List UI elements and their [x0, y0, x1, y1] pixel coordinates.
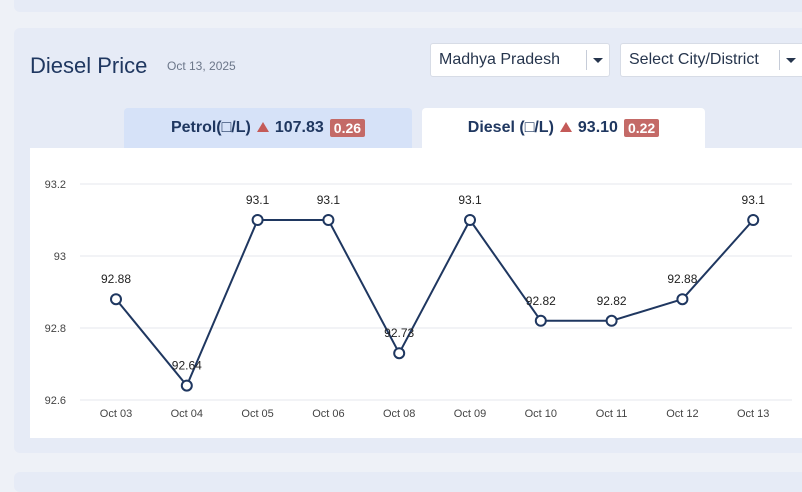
city-select-value: Select City/District — [629, 51, 759, 68]
diesel-price-line-chart: 92.6 92.8 93 93.2 Oct 03 Oct 04 Oct 05 Oct 06 Oc… — [45, 179, 792, 420]
data-label: 93.1 — [317, 193, 341, 207]
price-date: Oct 13, 2025 — [167, 59, 236, 73]
y-tick-label: 93 — [54, 251, 66, 263]
data-label: 92.82 — [526, 294, 556, 308]
x-tick-label: Oct 10 — [525, 408, 557, 420]
chevron-down-icon[interactable] — [587, 57, 609, 63]
data-point — [747, 214, 760, 226]
data-label: 92.64 — [172, 359, 202, 373]
tab-petrol[interactable]: Petrol(□/L) 107.83 0.26 — [124, 108, 412, 148]
x-tick-label: Oct 09 — [454, 408, 486, 420]
state-select-value: Madhya Pradesh — [439, 51, 560, 68]
tab-petrol-label: Petrol(□/L) — [170, 119, 251, 136]
tab-petrol-price: 107.83 — [274, 119, 324, 136]
x-tick-label: Oct 04 — [171, 408, 203, 420]
x-tick-label: Oct 06 — [312, 408, 344, 420]
x-tick-label: Oct 11 — [596, 408, 628, 420]
data-point — [534, 314, 547, 327]
data-label: 93.1 — [742, 193, 766, 207]
page-title: Diesel Price — [30, 53, 148, 78]
x-tick-label: Oct 03 — [100, 408, 132, 420]
data-point — [251, 214, 264, 226]
x-tick-label: Oct 05 — [241, 408, 273, 420]
series-line — [115, 219, 754, 387]
select-divider — [586, 50, 587, 70]
next-card — [14, 472, 802, 492]
data-label: 92.73 — [384, 326, 414, 340]
city-select[interactable]: Select City/District — [620, 43, 802, 77]
data-point — [605, 314, 618, 327]
state-select[interactable]: Madhya Pradesh — [430, 43, 610, 77]
data-point — [180, 379, 193, 392]
data-label: 92.88 — [667, 272, 697, 286]
select-divider — [779, 50, 780, 70]
data-label: 93.1 — [246, 193, 270, 207]
up-arrow-icon — [256, 122, 269, 132]
data-point — [464, 214, 476, 226]
tab-diesel-change-badge: 0.22 — [623, 119, 660, 137]
data-point — [393, 347, 406, 360]
data-label: 92.88 — [101, 272, 131, 286]
data-point — [322, 214, 335, 226]
tab-diesel[interactable]: Diesel (□/L) 93.10 0.22 — [422, 108, 705, 148]
x-tick-label: Oct 12 — [666, 408, 698, 420]
data-label: 92.82 — [597, 294, 627, 308]
previous-card — [14, 0, 802, 12]
tab-diesel-label: Diesel (□/L) — [467, 119, 554, 136]
y-tick-label: 92.8 — [45, 323, 66, 335]
chart-container: 92.6 92.8 93 93.2 Oct 03 Oct 04 Oct 05 Oct 06 Oc… — [30, 148, 802, 438]
x-tick-label: Oct 08 — [383, 408, 415, 420]
y-tick-label: 93.2 — [45, 179, 66, 191]
chevron-down-icon[interactable] — [780, 57, 802, 63]
data-point — [676, 293, 689, 306]
up-arrow-icon — [559, 122, 572, 132]
y-tick-label: 92.6 — [45, 395, 66, 407]
tab-petrol-change-badge: 0.26 — [329, 119, 366, 137]
data-point — [110, 293, 122, 306]
tab-diesel-price: 93.10 — [577, 119, 618, 136]
data-label: 93.1 — [458, 193, 482, 207]
x-tick-label: Oct 13 — [737, 408, 769, 420]
